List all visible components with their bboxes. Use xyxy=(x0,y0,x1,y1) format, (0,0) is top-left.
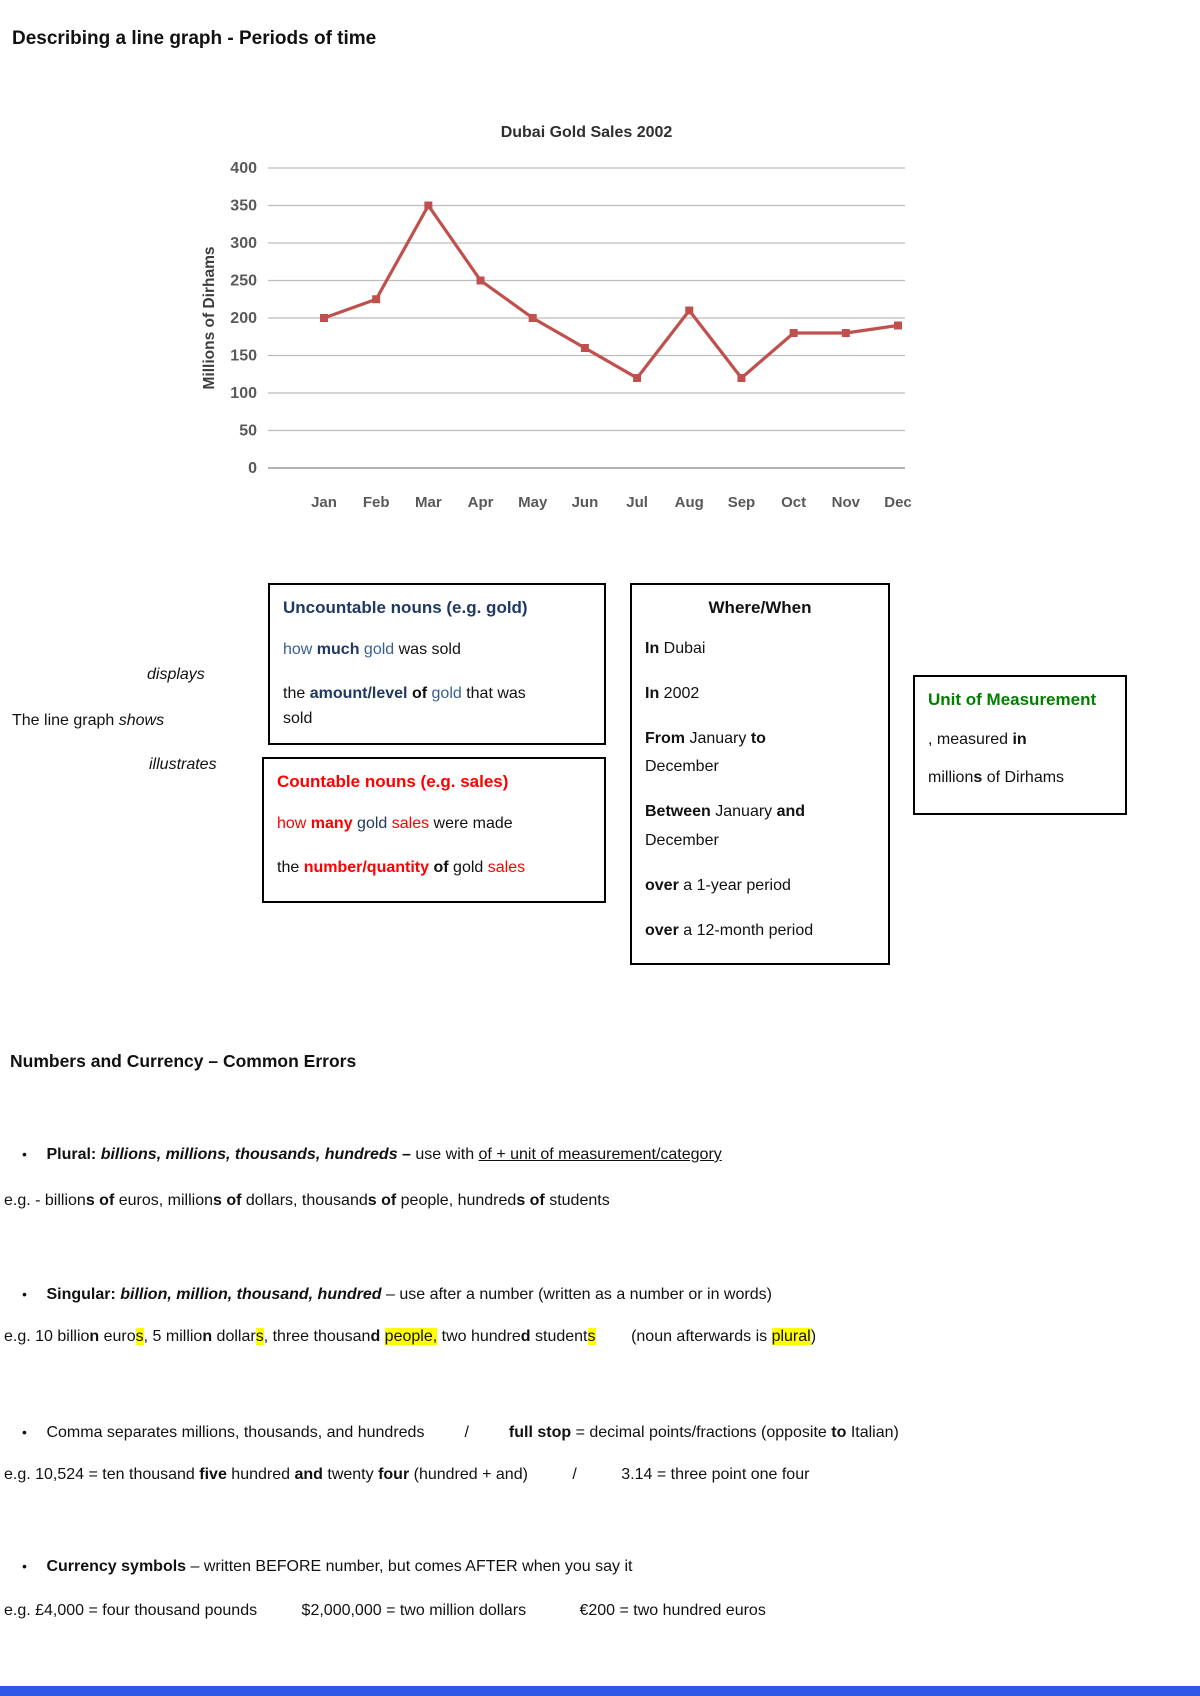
svg-text:Jul: Jul xyxy=(626,494,648,511)
unit-box-title: Unit of Measurement xyxy=(928,690,1097,709)
uncountable-line-much: how much gold was sold xyxy=(283,641,461,659)
svg-text:400: 400 xyxy=(230,160,257,177)
verb-illustrates: illustrates xyxy=(149,756,217,773)
svg-text:Apr: Apr xyxy=(468,494,494,511)
uncountable-line-amount: the amount/level of gold that was sold xyxy=(283,684,526,728)
section-title-numbers-currency: Numbers and Currency – Common Errors xyxy=(10,1051,357,1071)
bullet-comma: • Comma separates millions, thousands, a… xyxy=(22,1424,899,1442)
example-currency: e.g. £4,000 = four thousand pounds $2,00… xyxy=(4,1602,766,1619)
svg-text:Mar: Mar xyxy=(415,494,442,511)
svg-text:Oct: Oct xyxy=(781,494,806,511)
gold-sales-chart: 0 50 100 150 200 250 300 350 400 Jan Feb Mar Apr May J… xyxy=(200,105,920,515)
bullet-singular: • Singular: billion, million, thousand, … xyxy=(22,1286,772,1304)
where-when-box-title: Where/When xyxy=(708,598,812,617)
bullet-plural: • Plural: billions, millions, thousands,… xyxy=(22,1146,722,1164)
where-when-line-between-and: Between January and December xyxy=(645,803,806,850)
gold-sales-chart-svg: 0 50 100 150 200 250 300 350 400 Jan Feb Mar Apr May J… xyxy=(201,124,912,511)
unit-line-measured-in: , measured in xyxy=(928,731,1027,749)
bullet-singular-text: Singular: billion, million, thousand, hu… xyxy=(46,1286,772,1303)
svg-text:Jan: Jan xyxy=(311,494,337,511)
where-when-box: Where/When In Dubai In 2002 From January… xyxy=(630,583,890,965)
bullet-icon: • xyxy=(22,1424,27,1440)
bullet-icon: • xyxy=(22,1146,27,1162)
svg-text:Feb: Feb xyxy=(363,494,390,511)
uncountable-nouns-box: Uncountable nouns (e.g. gold) how much g… xyxy=(268,583,606,745)
svg-text:Sep: Sep xyxy=(728,494,756,511)
svg-text:Dubai Gold Sales 2002: Dubai Gold Sales 2002 xyxy=(501,124,673,141)
svg-text:Jun: Jun xyxy=(572,494,599,511)
svg-text:0: 0 xyxy=(248,460,257,477)
page-title: Describing a line graph - Periods of tim… xyxy=(12,28,377,49)
bullet-currency: • Currency symbols – written BEFORE numb… xyxy=(22,1558,632,1576)
bullet-currency-text: Currency symbols – written BEFORE number… xyxy=(46,1558,633,1575)
where-when-line-in-dubai: In Dubai xyxy=(645,640,706,658)
svg-text:150: 150 xyxy=(230,348,257,365)
example-comma: e.g. 10,524 = ten thousand five hundred … xyxy=(4,1466,810,1483)
countable-box-title: Countable nouns (e.g. sales) xyxy=(277,772,509,791)
where-when-line-from-to: From January to December xyxy=(645,729,766,776)
countable-line-many: how many gold sales were made xyxy=(277,815,513,833)
svg-text:50: 50 xyxy=(239,423,257,440)
where-when-line-12-month: over a 12-month period xyxy=(645,921,814,939)
countable-line-number: the number/quantity of gold sales xyxy=(277,858,526,876)
svg-text:250: 250 xyxy=(230,273,257,290)
svg-text:Millions of Dirhams: Millions of Dirhams xyxy=(201,247,218,390)
bullet-icon: • xyxy=(22,1286,27,1302)
svg-text:Aug: Aug xyxy=(675,494,704,511)
svg-text:Dec: Dec xyxy=(884,494,912,511)
countable-nouns-box: Countable nouns (e.g. sales) how many go… xyxy=(262,757,606,903)
svg-text:350: 350 xyxy=(230,198,257,215)
where-when-line-1-year: over a 1-year period xyxy=(645,876,791,894)
footer-bar xyxy=(0,1686,1200,1696)
bullet-icon: • xyxy=(22,1558,27,1574)
unit-line-millions: millions of Dirhams xyxy=(928,768,1065,786)
svg-text:May: May xyxy=(518,494,548,511)
svg-text:100: 100 xyxy=(230,385,257,402)
where-when-line-in-2002: In 2002 xyxy=(645,684,700,702)
line-graph-subject: The line graph shows xyxy=(12,712,165,729)
svg-text:200: 200 xyxy=(230,310,257,327)
example-singular: e.g. 10 billion euros, 5 million dollars… xyxy=(4,1328,817,1345)
verb-displays: displays xyxy=(147,666,205,683)
uncountable-box-title: Uncountable nouns (e.g. gold) xyxy=(283,598,528,617)
bullet-plural-text: Plural: billions, millions, thousands, h… xyxy=(46,1146,722,1163)
svg-text:Nov: Nov xyxy=(832,494,861,511)
svg-text:300: 300 xyxy=(230,235,257,252)
example-plural: e.g. - billions of euros, millions of do… xyxy=(4,1192,610,1209)
unit-of-measurement-box: Unit of Measurement , measured in millio… xyxy=(913,675,1127,815)
bullet-comma-text: Comma separates millions, thousands, and… xyxy=(46,1424,899,1441)
